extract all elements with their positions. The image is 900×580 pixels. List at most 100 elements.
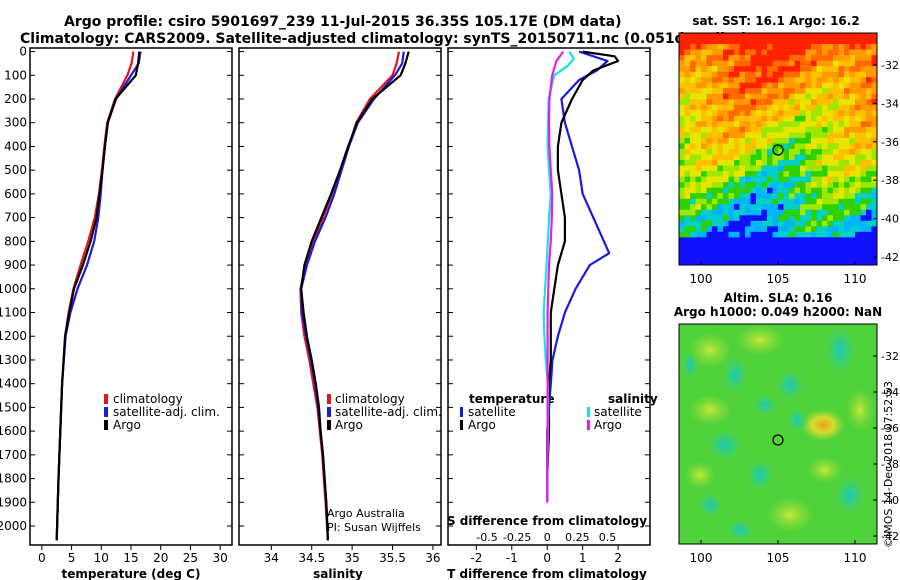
sst-pixel — [778, 193, 784, 200]
sst-pixel — [778, 253, 784, 260]
sst-pixel — [866, 93, 872, 100]
sst-pixel — [695, 237, 702, 244]
sst-pixel — [761, 160, 768, 166]
sst-pixel — [827, 176, 834, 183]
sst-pixel — [800, 33, 806, 39]
sst-pixel — [767, 248, 773, 255]
sst-pixel — [827, 132, 834, 139]
sst-pixel — [855, 226, 861, 233]
sst-pixel — [838, 176, 845, 183]
temperature-xtick-label: 10 — [94, 551, 109, 565]
sst-pixel — [800, 171, 806, 177]
sst-pixel — [701, 104, 707, 111]
sst-pixel — [750, 220, 757, 227]
sst-pixel — [739, 110, 746, 117]
sst-pixel — [690, 99, 696, 106]
sst-pixel — [871, 160, 878, 166]
sst-pixel — [844, 60, 850, 67]
sst-pixel — [706, 149, 713, 155]
sst-pixel — [794, 226, 801, 233]
sst-pixel — [833, 137, 839, 144]
sst-pixel — [745, 231, 751, 238]
sst-pixel — [822, 198, 828, 205]
sst-pixel — [728, 77, 735, 84]
sst-pixel — [855, 165, 861, 172]
sst-pixel — [778, 171, 784, 177]
sst-pixel — [800, 137, 806, 144]
sst-pixel — [800, 126, 806, 133]
sst-pixel — [767, 60, 773, 67]
sst-pixel — [816, 77, 823, 84]
sst-pixel — [811, 121, 817, 128]
sst-pixel — [849, 99, 856, 106]
sst-pixel — [761, 33, 768, 39]
sst-pixel — [750, 198, 757, 205]
sst-pixel — [728, 110, 735, 117]
sst-pixel — [684, 253, 691, 260]
sst-pixel — [695, 99, 702, 106]
sst-pixel — [739, 71, 746, 78]
sst-pixel — [849, 209, 856, 216]
sst-pixel — [855, 193, 861, 200]
sst-pixel — [717, 204, 724, 211]
sst-pixel — [772, 193, 779, 200]
sst-pixel — [734, 215, 740, 222]
sst-pixel — [871, 126, 878, 133]
sst-pixel — [745, 38, 751, 45]
sst-pixel — [745, 187, 751, 194]
sst-pixel — [860, 88, 867, 95]
sst-pixel — [849, 253, 856, 260]
sst-pixel — [827, 93, 834, 100]
sst-pixel — [750, 154, 757, 161]
sst-pixel — [690, 104, 696, 111]
sst-pixel — [723, 209, 729, 216]
sst-pixel — [866, 77, 872, 84]
sst-pixel — [706, 71, 713, 78]
sst-pixel — [789, 171, 795, 177]
sst-pixel — [756, 33, 762, 39]
sst-pixel — [690, 204, 696, 211]
sst-pixel — [794, 143, 801, 150]
sst-pixel — [767, 88, 773, 95]
sst-pixel — [772, 110, 779, 117]
sst-pixel — [772, 187, 779, 194]
sst-pixel — [827, 82, 834, 89]
sst-pixel — [761, 88, 768, 95]
sst-pixel — [684, 121, 691, 128]
sst-pixel — [717, 198, 724, 205]
depth-tick-label: 1400 — [0, 377, 27, 391]
sst-pixel — [756, 187, 762, 194]
sst-pixel — [772, 248, 779, 255]
temperature-xtick-label: 25 — [183, 551, 198, 565]
sst-pixel — [701, 220, 707, 227]
sst-pixel — [739, 149, 746, 155]
sst-pixel — [866, 248, 872, 255]
sla-map-title-1: Altim. SLA: 0.16 — [724, 291, 833, 305]
sst-pixel — [838, 154, 845, 161]
sst-pixel — [827, 110, 834, 117]
sst-pixel — [860, 237, 867, 244]
sst-pixel — [734, 49, 740, 56]
sst-pixel — [761, 110, 768, 117]
sst-pixel — [778, 165, 784, 172]
sst-pixel — [789, 132, 795, 139]
sst-pixel — [684, 88, 691, 95]
sst-pixel — [706, 49, 713, 56]
sst-pixel — [794, 126, 801, 133]
sst-pixel — [860, 132, 867, 139]
sst-pixel — [822, 193, 828, 200]
sst-pixel — [745, 220, 751, 227]
sst-pixel — [866, 176, 872, 183]
sst-pixel — [679, 253, 685, 260]
sst-pixel — [822, 143, 828, 150]
sst-pixel — [827, 66, 834, 72]
salinity-xtick-label: 34 — [264, 551, 279, 565]
sst-pixel — [750, 193, 757, 200]
sst-pixel — [800, 226, 806, 233]
sst-pixel — [778, 187, 784, 194]
sst-pixel — [871, 71, 878, 78]
sst-pixel — [816, 198, 823, 205]
sst-pixel — [844, 198, 850, 205]
sst-pixel — [679, 88, 685, 95]
sst-pixel — [706, 93, 713, 100]
